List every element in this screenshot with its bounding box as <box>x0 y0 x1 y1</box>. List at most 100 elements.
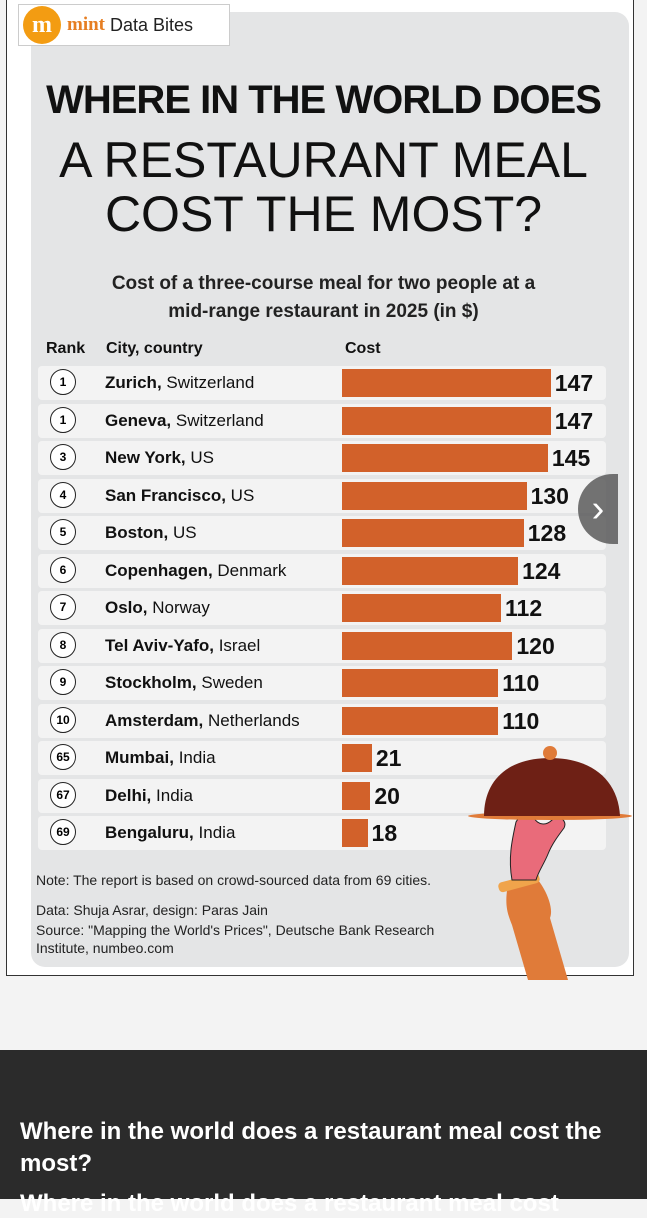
caption-panel <box>0 1050 647 1199</box>
waiter-cloche-illustration <box>468 746 632 980</box>
city-name: Mumbai, <box>105 748 174 767</box>
cost-value-label: 120 <box>516 633 555 659</box>
cost-value-label: 124 <box>522 558 561 584</box>
country-name: US <box>230 486 255 505</box>
city-label: Mumbai, India <box>105 748 216 768</box>
rank-badge: 8 <box>50 632 76 658</box>
city-label: Copenhagen, Denmark <box>105 561 286 581</box>
rank-badge: 5 <box>50 519 76 545</box>
city-label: Oslo, Norway <box>105 598 210 618</box>
country-name: Norway <box>152 598 210 617</box>
table-row: 6 Copenhagen, Denmark 124 <box>38 554 606 588</box>
title-main: A RESTAURANT MEAL COST THE MOST? <box>0 133 647 241</box>
city-name: Zurich, <box>105 373 162 392</box>
table-row: 9 Stockholm, Sweden 110 <box>38 666 606 700</box>
cost-value-label: 147 <box>554 408 594 434</box>
title-line-2: A RESTAURANT MEAL <box>59 132 588 188</box>
city-name: Delhi, <box>105 786 152 805</box>
cost-bar <box>342 369 551 397</box>
cost-value-label: 145 <box>551 445 591 471</box>
city-label: Delhi, India <box>105 786 193 806</box>
title-line-1: WHERE IN THE WORLD DOES <box>46 78 602 122</box>
city-name: Bengaluru, <box>105 823 194 842</box>
cost-bar <box>342 519 524 547</box>
source-line-2: Institute, numbeo.com <box>36 940 174 956</box>
city-name: Tel Aviv-Yafo, <box>105 636 214 655</box>
country-name: Sweden <box>201 673 263 692</box>
cost-value-label: 110 <box>502 670 540 696</box>
city-name: San Francisco, <box>105 486 226 505</box>
table-row: 5 Boston, US 128 <box>38 516 606 550</box>
rank-badge: 67 <box>50 782 76 808</box>
source-line-1: Source: "Mapping the World's Prices", De… <box>36 922 435 938</box>
cost-value-label: 20 <box>374 783 400 809</box>
city-name: Boston, <box>105 523 169 542</box>
city-label: Bengaluru, India <box>105 823 235 843</box>
table-row: 4 San Francisco, US 130 <box>38 479 606 513</box>
row-background <box>38 666 606 700</box>
rank-badge: 65 <box>50 744 76 770</box>
city-label: Boston, US <box>105 523 197 543</box>
country-name: Denmark <box>217 561 287 580</box>
city-name: Oslo, <box>105 598 148 617</box>
header-cost: Cost <box>345 340 381 357</box>
country-name: Israel <box>218 636 261 655</box>
city-label: New York, US <box>105 448 214 468</box>
country-name: India <box>178 748 216 767</box>
table-row: 65 Mumbai, India 21 <box>38 741 606 775</box>
cost-value-label: 18 <box>371 820 398 846</box>
table-row: 8 Tel Aviv-Yafo, Israel 120 <box>38 629 606 663</box>
cost-bar <box>342 594 502 622</box>
mint-logo-icon: m <box>23 6 61 44</box>
table-row: 1 Geneva, Switzerland 147 <box>38 404 606 438</box>
city-name: New York, <box>105 448 186 467</box>
rank-badge: 4 <box>50 482 76 508</box>
cost-bar <box>342 444 548 472</box>
cost-value-label: 21 <box>375 745 402 771</box>
rank-badge: 10 <box>50 707 76 733</box>
cost-bar <box>342 744 372 772</box>
caption-body-partial: Where in the world does a restaurant mea… <box>20 1190 559 1217</box>
cost-bar <box>342 407 551 435</box>
rank-badge: 3 <box>50 444 76 470</box>
country-name: US <box>190 448 214 467</box>
chart-subtitle: Cost of a three-course meal for two peop… <box>0 270 647 326</box>
city-label: Amsterdam, Netherlands <box>105 711 300 731</box>
city-name: Amsterdam, <box>105 711 204 730</box>
cost-bar <box>342 669 499 697</box>
brand-name: mint <box>67 14 105 35</box>
caption-title: Where in the world does a restaurant mea… <box>20 1118 602 1177</box>
country-name: US <box>173 523 197 542</box>
rank-badge: 7 <box>50 594 76 620</box>
subtitle-line-2: mid-range restaurant in 2025 (in $) <box>168 301 479 322</box>
subtitle-line-1: Cost of a three-course meal for two peop… <box>111 273 536 294</box>
table-row: 10 Amsterdam, Netherlands 110 <box>38 704 606 738</box>
cost-bar <box>342 707 499 735</box>
cost-value-label: 147 <box>554 370 594 396</box>
note-text: Note: The report is based on crowd-sourc… <box>36 872 432 888</box>
country-name: Netherlands <box>208 711 300 730</box>
city-label: Geneva, Switzerland <box>105 411 264 431</box>
row-background <box>38 591 606 625</box>
rank-badge: 69 <box>50 819 76 845</box>
row-background <box>38 704 606 738</box>
table-row: 1 Zurich, Switzerland 147 <box>38 366 606 400</box>
rank-badge: 6 <box>50 557 76 583</box>
country-name: Switzerland <box>166 373 255 392</box>
cost-bar <box>342 782 371 810</box>
country-name: Switzerland <box>175 411 264 430</box>
city-name: Stockholm, <box>105 673 197 692</box>
country-name: India <box>198 823 236 842</box>
city-label: Stockholm, Sweden <box>105 673 263 693</box>
cost-value-label: 112 <box>505 595 543 621</box>
header-city: City, country <box>106 340 203 357</box>
cost-bar <box>342 632 513 660</box>
data-credit: Data: Shuja Asrar, design: Paras Jain <box>36 902 268 918</box>
cost-value-label: 110 <box>502 708 540 734</box>
cost-bar <box>342 819 368 847</box>
country-name: India <box>156 786 193 805</box>
city-label: Zurich, Switzerland <box>105 373 254 393</box>
city-label: Tel Aviv-Yafo, Israel <box>105 636 260 656</box>
cost-bar <box>342 557 519 585</box>
header-rank: Rank <box>46 340 86 357</box>
